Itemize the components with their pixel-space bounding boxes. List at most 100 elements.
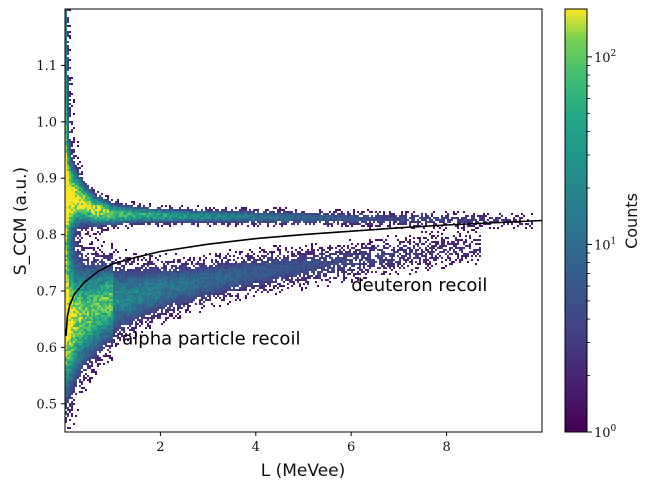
heatmap-cell bbox=[277, 259, 279, 261]
heatmap-cell bbox=[185, 263, 187, 265]
heatmap-cell bbox=[87, 315, 89, 317]
heatmap-cell bbox=[159, 219, 161, 221]
heatmap-cell bbox=[107, 197, 109, 199]
heatmap-cell bbox=[81, 295, 83, 297]
heatmap-cell bbox=[107, 195, 109, 197]
heatmap-cell bbox=[255, 219, 257, 221]
heatmap-cell bbox=[91, 311, 93, 313]
heatmap-cell bbox=[161, 291, 163, 293]
heatmap-cell bbox=[171, 221, 173, 223]
heatmap-cell bbox=[267, 271, 269, 273]
heatmap-cell bbox=[85, 355, 87, 357]
heatmap-cell bbox=[65, 33, 67, 35]
heatmap-cell bbox=[75, 289, 77, 291]
heatmap-cell bbox=[123, 209, 125, 211]
heatmap-cell bbox=[165, 291, 167, 293]
heatmap-cell bbox=[101, 349, 103, 351]
heatmap-cell bbox=[65, 215, 67, 217]
heatmap-cell bbox=[81, 249, 83, 251]
heatmap-cell bbox=[67, 285, 69, 287]
heatmap-cell bbox=[155, 265, 157, 267]
heatmap-cell bbox=[183, 209, 185, 211]
heatmap-cell bbox=[101, 299, 103, 301]
heatmap-cell bbox=[155, 209, 157, 211]
heatmap-cell bbox=[67, 369, 69, 371]
heatmap-cell bbox=[107, 291, 109, 293]
heatmap-cell bbox=[77, 359, 79, 361]
heatmap-cell bbox=[113, 327, 115, 329]
heatmap-cell bbox=[239, 251, 241, 253]
heatmap-cell bbox=[91, 243, 93, 245]
heatmap-cell bbox=[263, 275, 265, 277]
heatmap-cell bbox=[103, 199, 105, 201]
heatmap-cell bbox=[69, 35, 71, 37]
heatmap-cell bbox=[177, 285, 179, 287]
heatmap-cell bbox=[77, 169, 79, 171]
heatmap-cell bbox=[151, 215, 153, 217]
heatmap-cell bbox=[131, 207, 133, 209]
heatmap-cell bbox=[89, 295, 91, 297]
heatmap-cell bbox=[169, 315, 171, 317]
heatmap-cell bbox=[175, 285, 177, 287]
heatmap-cell bbox=[69, 371, 71, 373]
heatmap-cell bbox=[103, 223, 105, 225]
heatmap-cell bbox=[285, 269, 287, 271]
heatmap-cell bbox=[117, 203, 119, 205]
heatmap-cell bbox=[147, 309, 149, 311]
heatmap-cell bbox=[65, 235, 67, 237]
heatmap-cell bbox=[69, 247, 71, 249]
heatmap-cell bbox=[189, 209, 191, 211]
heatmap-cell bbox=[95, 291, 97, 293]
heatmap-cell bbox=[77, 309, 79, 311]
heatmap-cell bbox=[105, 215, 107, 217]
heatmap-cell bbox=[83, 299, 85, 301]
heatmap-cell bbox=[91, 321, 93, 323]
heatmap-cell bbox=[91, 371, 93, 373]
heatmap-cell bbox=[185, 215, 187, 217]
heatmap-cell bbox=[155, 271, 157, 273]
heatmap-cell bbox=[271, 267, 273, 269]
heatmap-cell bbox=[91, 339, 93, 341]
heatmap-cell bbox=[181, 281, 183, 283]
heatmap-cell bbox=[209, 213, 211, 215]
heatmap-cell bbox=[97, 275, 99, 277]
heatmap-cell bbox=[123, 317, 125, 319]
heatmap-cell bbox=[69, 283, 71, 285]
heatmap-cell bbox=[71, 177, 73, 179]
heatmap-cell bbox=[67, 231, 69, 233]
heatmap-cell bbox=[169, 225, 171, 227]
heatmap-cell bbox=[249, 273, 251, 275]
heatmap-cell bbox=[71, 273, 73, 275]
heatmap-cell bbox=[207, 213, 209, 215]
heatmap-cell bbox=[79, 307, 81, 309]
heatmap-cell bbox=[101, 289, 103, 291]
heatmap-cell bbox=[107, 285, 109, 287]
heatmap-cell bbox=[79, 285, 81, 287]
heatmap-cell bbox=[67, 127, 69, 129]
heatmap-cell bbox=[79, 239, 81, 241]
heatmap-cell bbox=[73, 305, 75, 307]
heatmap-cell bbox=[73, 233, 75, 235]
heatmap-cell bbox=[79, 253, 81, 255]
heatmap-cell bbox=[105, 225, 107, 227]
heatmap-cell bbox=[71, 263, 73, 265]
heatmap-cell bbox=[127, 217, 129, 219]
heatmap-cell bbox=[205, 289, 207, 291]
heatmap-cell bbox=[131, 323, 133, 325]
heatmap-cell bbox=[153, 219, 155, 221]
heatmap-cell bbox=[97, 285, 99, 287]
heatmap-cell bbox=[251, 215, 253, 217]
heatmap-cell bbox=[127, 327, 129, 329]
heatmap-cell bbox=[137, 311, 139, 313]
heatmap-cell bbox=[219, 277, 221, 279]
heatmap-cell bbox=[99, 335, 101, 337]
heatmap-cell bbox=[73, 155, 75, 157]
heatmap-cell bbox=[75, 183, 77, 185]
heatmap-cell bbox=[209, 283, 211, 285]
heatmap-cell bbox=[207, 269, 209, 271]
heatmap-cell bbox=[247, 259, 249, 261]
heatmap-cell bbox=[75, 385, 77, 387]
heatmap-cell bbox=[97, 265, 99, 267]
heatmap-cell bbox=[241, 283, 243, 285]
heatmap-cell bbox=[87, 253, 89, 255]
